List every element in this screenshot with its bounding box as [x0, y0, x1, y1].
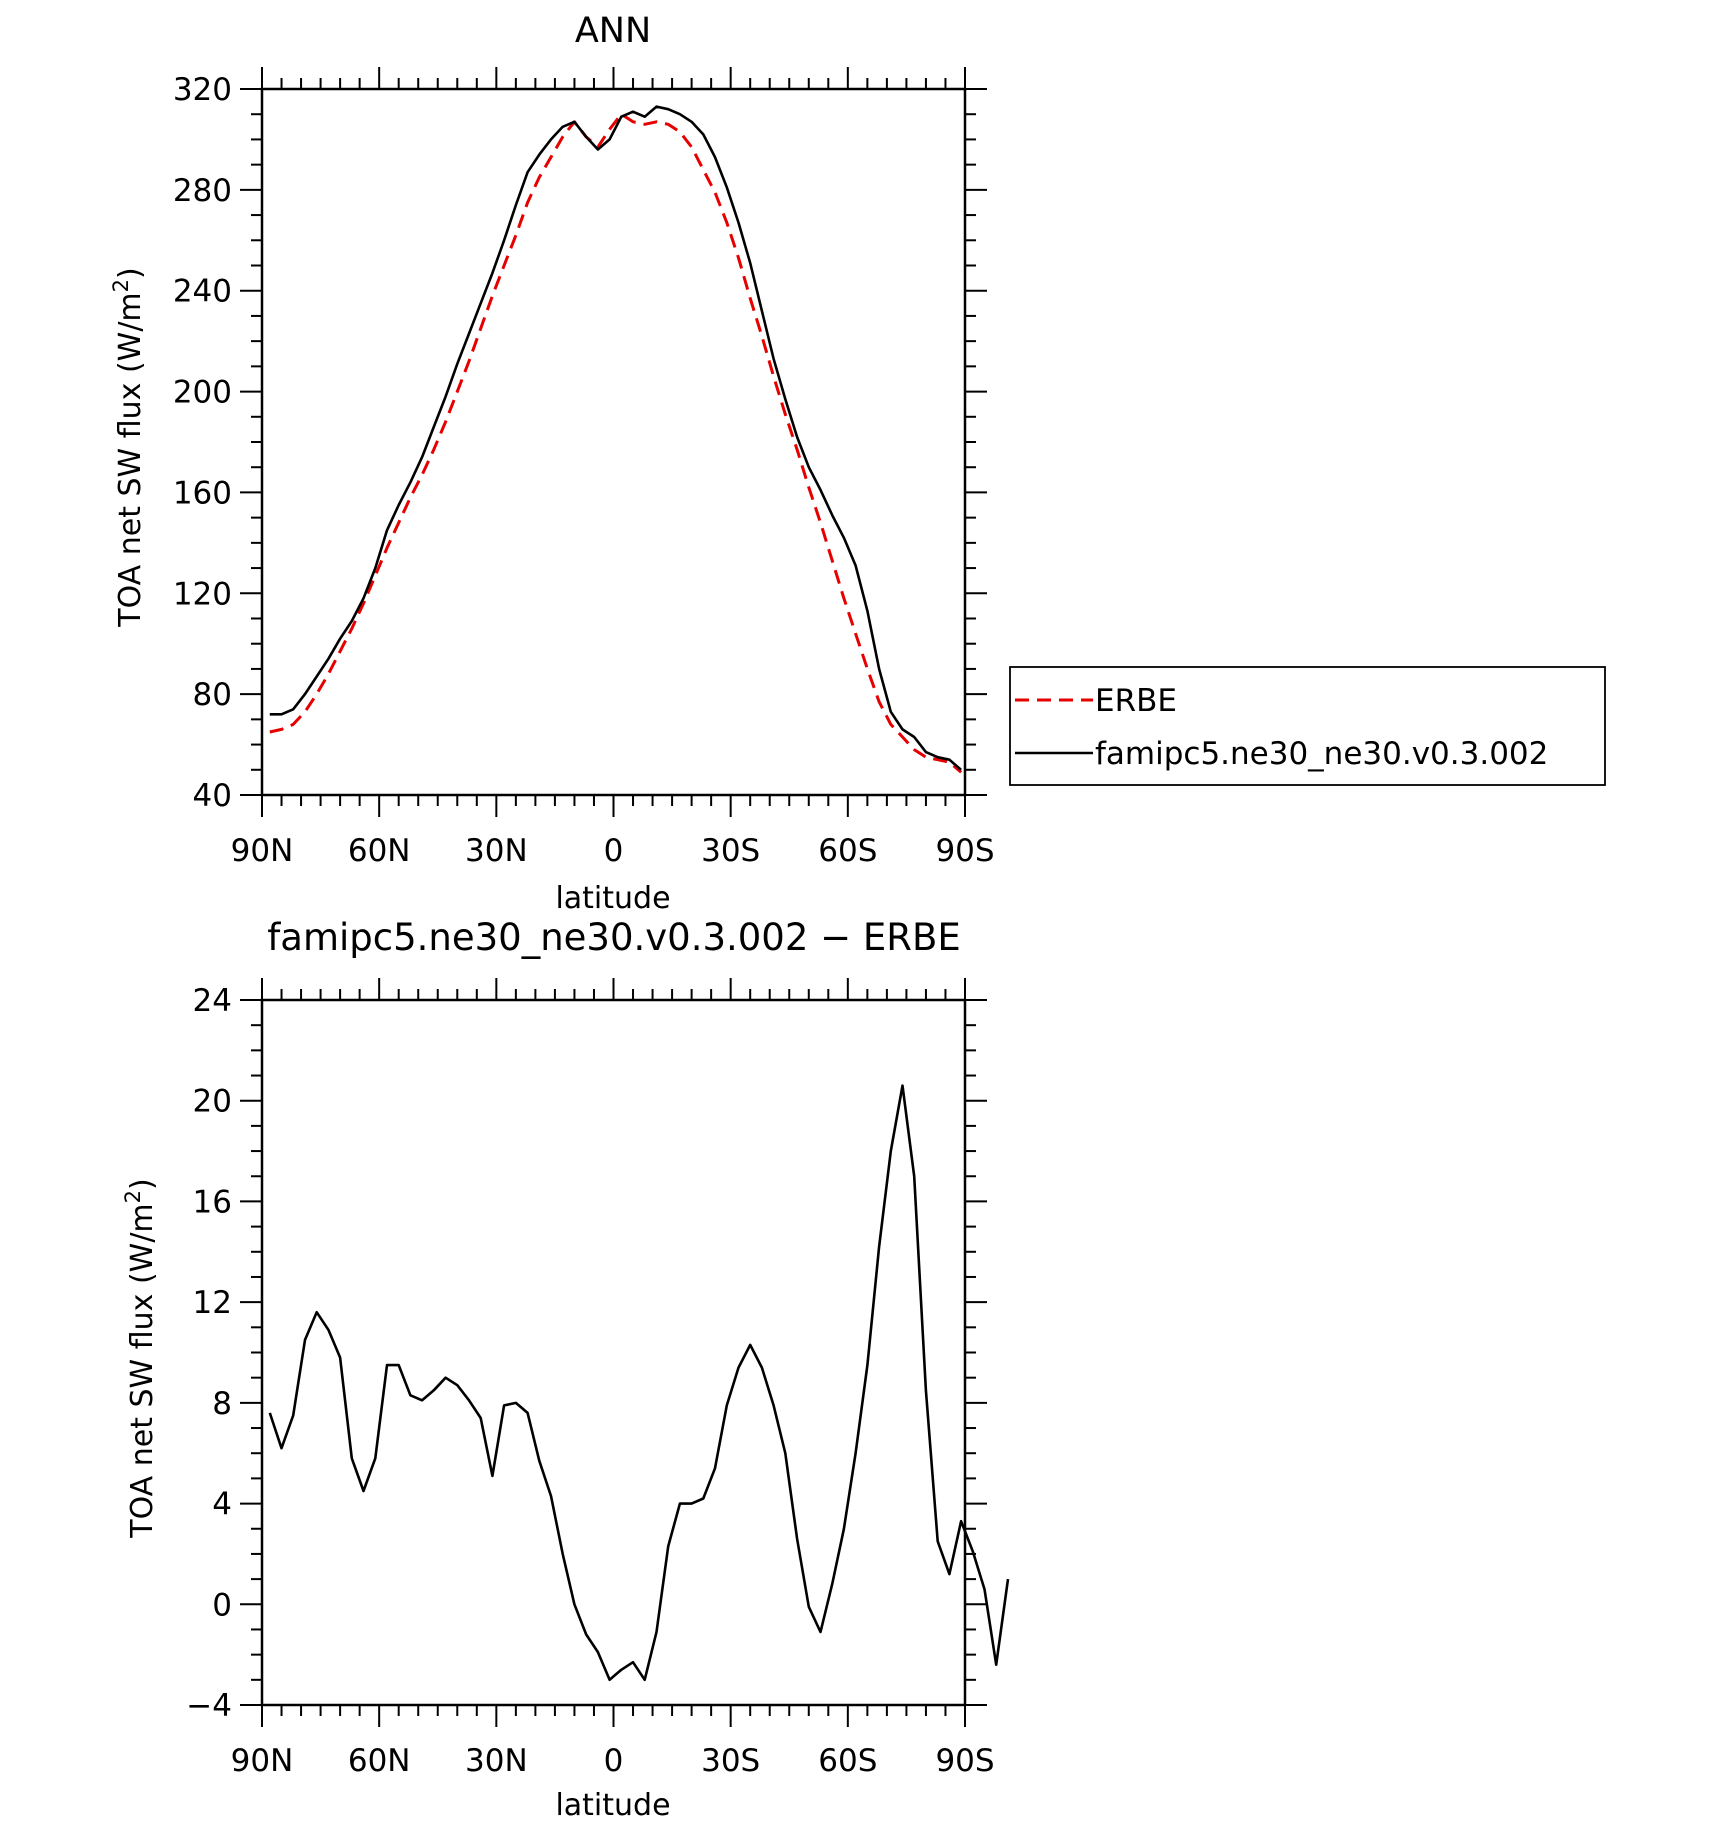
p0-series-1-line — [269, 105, 962, 771]
p1-xtick-label: 30S — [701, 1743, 760, 1779]
p0-xtick-label: 30N — [465, 833, 528, 869]
legend-box — [1009, 666, 1606, 786]
bottom-title: famipc5.ne30_ne30.v0.3.002 − ERBE — [267, 916, 961, 959]
bottom-axes: −4 0 4 8 12 16 20 24 90N 60N 30N 0 30S 60S 90S — [186, 978, 995, 1779]
top-plot-frame — [260, 87, 967, 797]
bottom-y-axis-label: TOA net SW flux (W/m2) — [121, 1178, 160, 1538]
legend: ERBE famipc5.ne30_ne30.v0.3.002 — [1009, 666, 1606, 786]
p0-ytick-label: 120 — [173, 576, 232, 612]
bottom-y-axis-label-sup: 2 — [121, 1190, 145, 1203]
p1-ytick-label: 12 — [193, 1285, 232, 1321]
bottom-plot-frame — [260, 998, 967, 1707]
svg-text:TOA net SW flux (W/m2): TOA net SW flux (W/m2) — [121, 1178, 160, 1538]
top-y-axis-label-sup: 2 — [109, 279, 133, 292]
top-x-axis-label: latitude — [555, 881, 670, 916]
p1-xtick-label: 90S — [935, 1743, 994, 1779]
p1-ytick-label: 0 — [212, 1587, 232, 1623]
p1-xtick-label: 30N — [465, 1743, 528, 1779]
p0-series-0-line — [269, 112, 963, 774]
p0-xtick-label: 0 — [604, 833, 624, 869]
top-y-axis-label: TOA net SW flux (W/m2) — [109, 267, 148, 627]
p1-ytick-label: 20 — [193, 1084, 232, 1120]
top-plot-area — [269, 105, 963, 774]
p0-ytick-label: 160 — [173, 475, 232, 511]
top-axes: 40 80 120 160 200 240 280 320 90N 60N 30N 0 30S 60S 90… — [173, 67, 995, 869]
p0-ytick-label: 240 — [173, 274, 232, 310]
p1-xtick-label: 60S — [818, 1743, 877, 1779]
legend-label-model: famipc5.ne30_ne30.v0.3.002 — [1095, 736, 1548, 772]
p0-ytick-label: 40 — [193, 778, 232, 814]
top-y-axis-label-text: TOA net SW flux (W/m — [113, 292, 148, 627]
p1-ytick-label: −4 — [186, 1688, 232, 1724]
p0-xtick-label: 60S — [818, 833, 877, 869]
svg-text:TOA net SW flux (W/m2): TOA net SW flux (W/m2) — [109, 267, 148, 627]
top-title: ANN — [575, 11, 651, 51]
p0-ytick-label: 80 — [193, 677, 232, 713]
top-y-axis-label-close: ) — [113, 267, 148, 279]
legend-label-erbe: ERBE — [1095, 683, 1177, 719]
p1-ytick-label: 24 — [193, 983, 232, 1019]
p0-xtick-label: 90S — [935, 833, 994, 869]
p0-ytick-label: 320 — [173, 72, 232, 108]
bottom-y-axis-label-text: TOA net SW flux (W/m — [125, 1203, 160, 1538]
p1-xtick-label: 90N — [231, 1743, 294, 1779]
top-panel: ANN TOA net SW flux (W/m2) 40 80 120 160 200… — [109, 11, 1606, 916]
bottom-x-axis-label: latitude — [555, 1788, 670, 1822]
p1-ytick-label: 8 — [212, 1386, 232, 1422]
p1-xtick-label: 60N — [348, 1743, 411, 1779]
p0-xtick-label: 30S — [701, 833, 760, 869]
p1-xtick-label: 0 — [604, 1743, 624, 1779]
p0-ytick-label: 280 — [173, 173, 232, 209]
p1-ytick-label: 4 — [212, 1487, 232, 1523]
bottom-panel: famipc5.ne30_ne30.v0.3.002 − ERBE TOA ne… — [121, 916, 1010, 1822]
p0-xtick-label: 90N — [231, 833, 294, 869]
bottom-y-axis-label-close: ) — [125, 1178, 160, 1190]
p0-ytick-label: 200 — [173, 375, 232, 411]
bottom-plot-area — [268, 1084, 1010, 1682]
p0-xtick-label: 60N — [348, 833, 411, 869]
p1-ytick-label: 16 — [193, 1184, 232, 1220]
p1-series-0-line — [268, 1084, 1010, 1682]
